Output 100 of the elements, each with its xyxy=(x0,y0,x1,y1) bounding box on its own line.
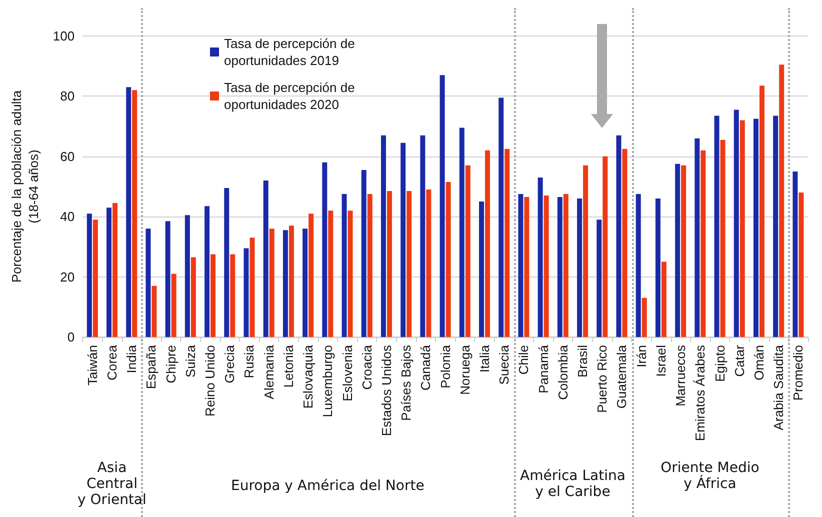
x-tick-label: India xyxy=(124,344,140,374)
bar xyxy=(288,226,294,337)
text: Europa y América del Norte xyxy=(230,478,424,494)
bar xyxy=(224,188,230,337)
bar xyxy=(740,120,745,337)
bar xyxy=(583,165,588,337)
bar xyxy=(400,142,406,337)
text: Asia Central y Oriental xyxy=(78,460,146,508)
bar xyxy=(165,221,170,337)
x-tick-label: Promedio xyxy=(790,345,806,401)
y-tick-label: 40 xyxy=(60,209,75,224)
bar xyxy=(655,198,660,337)
x-tick-label: Panamá xyxy=(536,344,551,394)
x-tick-label: Chile xyxy=(516,345,532,375)
bar xyxy=(86,214,92,337)
y-axis-title: Porcentaje de la población adulta (18-64 años) xyxy=(9,90,41,283)
bar xyxy=(386,191,392,337)
bar xyxy=(342,194,347,337)
bar xyxy=(538,177,543,337)
x-tick-label: Brasil xyxy=(575,344,590,378)
bar xyxy=(426,190,432,337)
bar xyxy=(440,75,445,337)
bar xyxy=(563,194,568,337)
bar xyxy=(328,210,334,337)
bar xyxy=(106,208,112,337)
bar xyxy=(759,86,764,337)
bar xyxy=(518,194,524,337)
x-tick-label: España xyxy=(144,344,159,390)
bar xyxy=(642,298,647,337)
bar xyxy=(602,156,608,337)
bar xyxy=(446,182,451,337)
bar xyxy=(244,248,249,337)
x-tick-label: Eslovaquia xyxy=(300,344,316,409)
bar xyxy=(753,118,758,337)
text: Oriente Medio y África xyxy=(660,460,760,492)
bar xyxy=(700,150,706,337)
bar xyxy=(380,135,386,337)
bar xyxy=(792,171,798,337)
bar xyxy=(367,194,372,337)
bar xyxy=(616,135,622,337)
x-tick-label: Reino Unido xyxy=(202,345,218,417)
bar xyxy=(152,286,157,337)
bar xyxy=(544,196,549,337)
x-tick-label: Alemania xyxy=(261,344,276,400)
bar xyxy=(348,210,353,337)
x-tick-label: Grecia xyxy=(222,344,238,384)
bar xyxy=(263,180,268,337)
bar xyxy=(504,148,510,337)
x-tick-label: Catar xyxy=(732,344,747,377)
bar xyxy=(596,220,602,337)
x-tick-label: Luxemburgo xyxy=(320,345,336,418)
x-tick-label: Italia xyxy=(477,344,492,372)
y-tick-label: 20 xyxy=(60,269,75,284)
bar xyxy=(779,64,784,337)
y-tick-label: 100 xyxy=(52,28,75,44)
bar xyxy=(798,192,804,337)
bar xyxy=(675,164,680,337)
bar xyxy=(622,148,628,337)
bar xyxy=(636,194,641,337)
bar xyxy=(282,230,288,337)
bar xyxy=(420,135,426,337)
x-tick-label: Guatemala xyxy=(614,344,630,409)
bar xyxy=(308,214,314,337)
bar xyxy=(485,150,490,337)
x-tick-label: Chipre xyxy=(163,345,178,384)
bar xyxy=(661,262,666,337)
bar xyxy=(112,203,118,337)
x-tick-label: Suiza xyxy=(182,344,198,378)
bar xyxy=(459,128,464,337)
x-tick-label: Canadá xyxy=(418,344,434,391)
bar xyxy=(146,228,151,337)
x-tick-label: Eslovenia xyxy=(340,344,355,402)
x-tick-label: Irán xyxy=(634,345,649,368)
bar xyxy=(714,116,720,337)
bar xyxy=(171,274,176,337)
y-tick-label: 60 xyxy=(60,148,75,164)
bar xyxy=(361,170,366,337)
legend-label: Tasa de percepción de oportunidades 2019 xyxy=(224,36,355,68)
bar xyxy=(92,220,98,337)
x-tick-label: Corea xyxy=(104,344,120,380)
text: América Latina y el Caribe xyxy=(520,468,626,500)
y-tick-label: 0 xyxy=(67,330,75,344)
bar xyxy=(720,140,726,337)
bar xyxy=(734,110,739,337)
x-tick-label: Estados Unidos xyxy=(378,344,394,436)
bar xyxy=(204,206,210,337)
bar xyxy=(681,165,686,337)
x-tick-label: Taiwán xyxy=(84,345,100,386)
bar xyxy=(577,198,582,337)
bar xyxy=(773,116,778,337)
x-tick-label: Suecia xyxy=(496,344,512,385)
bar xyxy=(230,254,236,337)
bar xyxy=(126,87,132,337)
bar xyxy=(406,191,412,337)
x-tick-label: Polonia xyxy=(438,344,453,388)
x-tick-label: Países Bajos xyxy=(398,344,414,421)
x-tick-label: Emiratos Árabes xyxy=(692,344,708,442)
x-tick-label: Noruega xyxy=(457,344,472,395)
x-tick-label: Israel xyxy=(653,344,668,377)
x-tick-label: Marruecos xyxy=(673,344,688,406)
